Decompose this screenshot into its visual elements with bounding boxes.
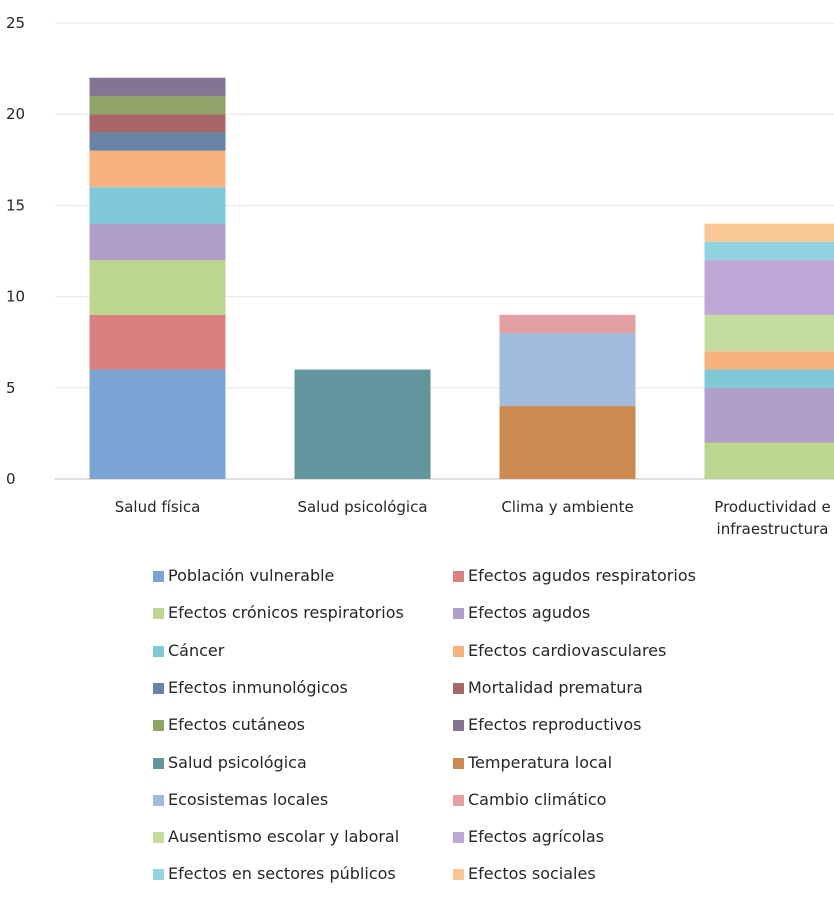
legend-label: Temperatura local <box>468 752 613 772</box>
legend-swatch <box>453 571 464 582</box>
x-category-label: Salud física <box>115 498 201 516</box>
legend-label: Efectos reproductivos <box>468 715 642 735</box>
legend-swatch <box>453 757 464 769</box>
legend-swatch <box>153 757 164 769</box>
bar-segment <box>89 314 226 370</box>
legend-swatch <box>453 682 464 694</box>
bar-segment <box>89 260 226 315</box>
y-tick-label: 10 <box>6 288 25 306</box>
bar-segment <box>499 314 636 334</box>
legend-swatch <box>153 794 164 806</box>
bar-segment <box>704 241 834 261</box>
bar-segment <box>704 369 834 388</box>
legend-label: Cambio climático <box>468 789 607 809</box>
bar-segment <box>89 150 226 188</box>
legend-label: Cáncer <box>168 640 225 660</box>
y-tick-label: 5 <box>6 379 16 397</box>
bar-segment <box>89 114 226 133</box>
bar-segment <box>704 442 834 479</box>
legend-swatch <box>153 645 164 657</box>
bar-segment <box>704 387 834 443</box>
legend-swatch <box>453 869 464 881</box>
legend-swatch <box>153 571 164 582</box>
legend-swatch <box>153 608 164 620</box>
legend-swatch <box>153 720 164 732</box>
x-category-label: Productividad e <box>714 498 830 516</box>
legend-label: Efectos sociales <box>468 864 596 884</box>
legend-swatch <box>153 682 164 694</box>
bars <box>89 77 834 479</box>
x-axis-labels: Salud física Salud psicológica Clima y amb… <box>115 498 831 538</box>
legend-label: Efectos inmunológicos <box>168 677 348 697</box>
bar-segment <box>89 187 226 224</box>
bar-segment <box>89 369 226 479</box>
bar-segment <box>294 369 431 479</box>
x-category-label: Salud psicológica <box>297 498 427 516</box>
legend-label: Efectos cutáneos <box>168 715 305 735</box>
legend-swatch <box>453 608 464 620</box>
bar-segment <box>499 406 636 479</box>
bar-segment <box>704 314 834 352</box>
legend-label: Efectos cardiovasculares <box>468 640 667 660</box>
stacked-bar-chart: 0 5 10 15 20 25 Salud física Salud psicológica… <box>6 14 834 538</box>
bar-segment <box>704 260 834 315</box>
y-tick-label: 0 <box>6 470 16 488</box>
legend-swatch <box>453 794 464 806</box>
bar-segment <box>704 351 834 370</box>
y-tick-label: 20 <box>6 105 25 123</box>
x-category-label: Clima y ambiente <box>501 498 633 516</box>
legend-swatch <box>153 869 164 881</box>
y-axis-ticks: 0 5 10 15 20 25 <box>6 14 25 488</box>
legend-label: Salud psicológica <box>168 752 307 772</box>
bar-segment <box>704 223 834 242</box>
legend-swatch <box>453 832 464 844</box>
y-tick-label: 25 <box>6 14 25 32</box>
legend-swatch <box>153 832 164 844</box>
legend-label: Ausentismo escolar y laboral <box>168 827 400 847</box>
legend-label: Ecosistemas locales <box>168 789 329 809</box>
legend-label: Efectos agudos <box>468 603 591 623</box>
legend-label: Población vulnerable <box>168 566 335 585</box>
legend-label: Efectos agrícolas <box>468 827 605 847</box>
bar-segment <box>89 95 226 115</box>
legend-label: Efectos en sectores públicos <box>168 864 396 884</box>
legend-label: Efectos crónicos respiratorios <box>168 603 404 623</box>
legend-label: Mortalidad prematura <box>468 677 643 697</box>
bar-segment <box>89 132 226 151</box>
legend-swatch <box>453 720 464 732</box>
bar-segment <box>89 223 226 261</box>
x-category-label: infraestructura <box>717 520 829 538</box>
legend-label: Efectos agudos respiratorios <box>468 566 696 585</box>
legend-swatch <box>453 645 464 657</box>
bar-segment <box>499 333 636 407</box>
bar-segment <box>89 77 226 96</box>
y-tick-label: 15 <box>6 196 25 214</box>
